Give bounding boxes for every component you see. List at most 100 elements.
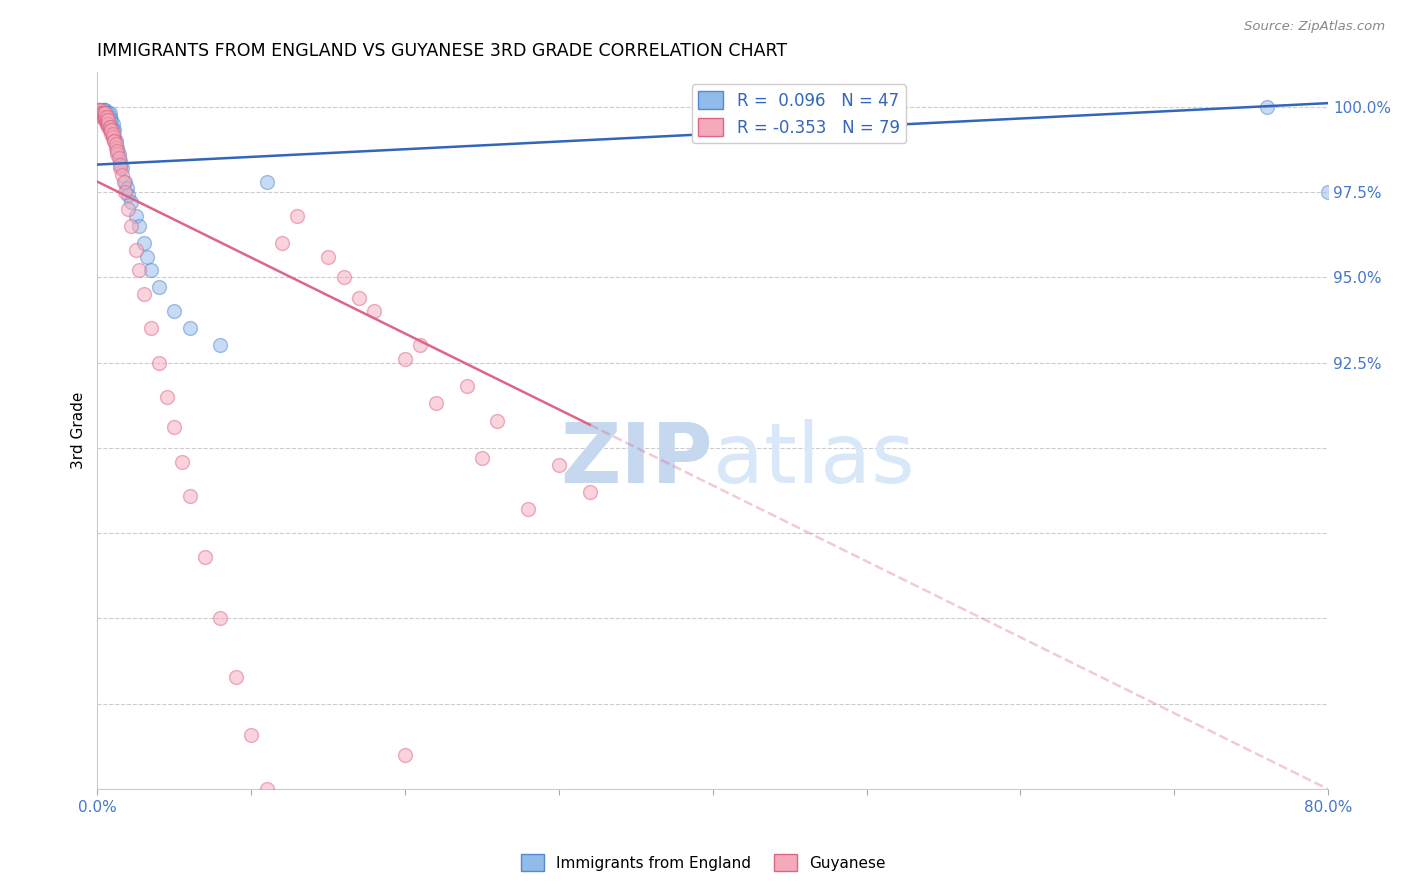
Point <box>94 106 117 120</box>
Point <box>148 280 170 294</box>
Point <box>98 117 121 131</box>
Point <box>110 154 132 169</box>
Point <box>101 117 124 131</box>
Point <box>110 158 132 172</box>
Point <box>394 352 416 367</box>
Point <box>548 458 571 472</box>
Point <box>94 110 117 124</box>
Point <box>101 123 124 137</box>
Point <box>120 219 142 233</box>
Point <box>103 134 125 148</box>
Point <box>108 147 131 161</box>
Point <box>209 338 232 352</box>
Point <box>100 127 122 141</box>
Point <box>155 390 177 404</box>
Legend: R =  0.096   N = 47, R = -0.353   N = 79: R = 0.096 N = 47, R = -0.353 N = 79 <box>692 85 907 144</box>
Point <box>97 120 120 134</box>
Point <box>240 727 263 741</box>
Point <box>98 110 121 124</box>
Point <box>97 113 120 128</box>
Point <box>94 103 117 117</box>
Point <box>256 782 278 797</box>
Point <box>94 110 117 124</box>
Point <box>93 110 115 124</box>
Point <box>101 130 124 145</box>
Point <box>104 140 127 154</box>
Point <box>141 321 163 335</box>
Point <box>409 338 432 352</box>
Point <box>94 113 117 128</box>
Point <box>89 106 111 120</box>
Point <box>148 355 170 369</box>
Point <box>111 168 134 182</box>
Point <box>1317 185 1340 199</box>
Point <box>112 175 135 189</box>
Point <box>456 379 478 393</box>
Point <box>105 147 128 161</box>
Point <box>114 185 136 199</box>
Point <box>578 485 600 500</box>
Point <box>225 669 247 683</box>
Point <box>93 103 115 117</box>
Point <box>96 117 118 131</box>
Point <box>128 219 150 233</box>
Point <box>98 113 121 128</box>
Point <box>98 123 121 137</box>
Point <box>135 250 157 264</box>
Point <box>89 106 111 120</box>
Point <box>120 195 142 210</box>
Point <box>132 236 155 251</box>
Point <box>103 123 125 137</box>
Point <box>141 263 163 277</box>
Point <box>100 123 122 137</box>
Point <box>96 113 118 128</box>
Point <box>471 451 494 466</box>
Point <box>103 134 125 148</box>
Point <box>105 140 128 154</box>
Point <box>94 113 117 128</box>
Text: atlas: atlas <box>713 419 914 500</box>
Point <box>347 291 370 305</box>
Point <box>170 454 193 468</box>
Point <box>101 130 124 145</box>
Point <box>96 113 118 128</box>
Point <box>97 106 120 120</box>
Point <box>96 117 118 131</box>
Point <box>87 103 110 117</box>
Point <box>91 106 114 120</box>
Point <box>100 120 122 134</box>
Point <box>94 106 117 120</box>
Point <box>285 209 308 223</box>
Text: Source: ZipAtlas.com: Source: ZipAtlas.com <box>1244 20 1385 33</box>
Point <box>105 144 128 158</box>
Text: ZIP: ZIP <box>560 419 713 500</box>
Text: IMMIGRANTS FROM ENGLAND VS GUYANESE 3RD GRADE CORRELATION CHART: IMMIGRANTS FROM ENGLAND VS GUYANESE 3RD … <box>97 42 787 60</box>
Point <box>425 396 447 410</box>
Point <box>517 502 540 516</box>
Point <box>111 161 134 175</box>
Point <box>98 120 121 134</box>
Point <box>163 304 186 318</box>
Point <box>98 120 121 134</box>
Point <box>91 103 114 117</box>
Point <box>125 243 148 257</box>
Point <box>94 110 117 124</box>
Point <box>394 747 416 762</box>
Point <box>93 106 115 120</box>
Point <box>128 263 150 277</box>
Point <box>87 103 110 117</box>
Point <box>104 134 127 148</box>
Point <box>91 110 114 124</box>
Point <box>93 110 115 124</box>
Point <box>93 103 115 117</box>
Point <box>114 175 136 189</box>
Point <box>89 103 111 117</box>
Point <box>332 270 354 285</box>
Legend: Immigrants from England, Guyanese: Immigrants from England, Guyanese <box>515 848 891 877</box>
Point <box>93 106 115 120</box>
Point <box>97 117 120 131</box>
Point <box>110 161 132 175</box>
Point <box>271 236 294 251</box>
Point <box>89 103 111 117</box>
Point <box>115 181 138 195</box>
